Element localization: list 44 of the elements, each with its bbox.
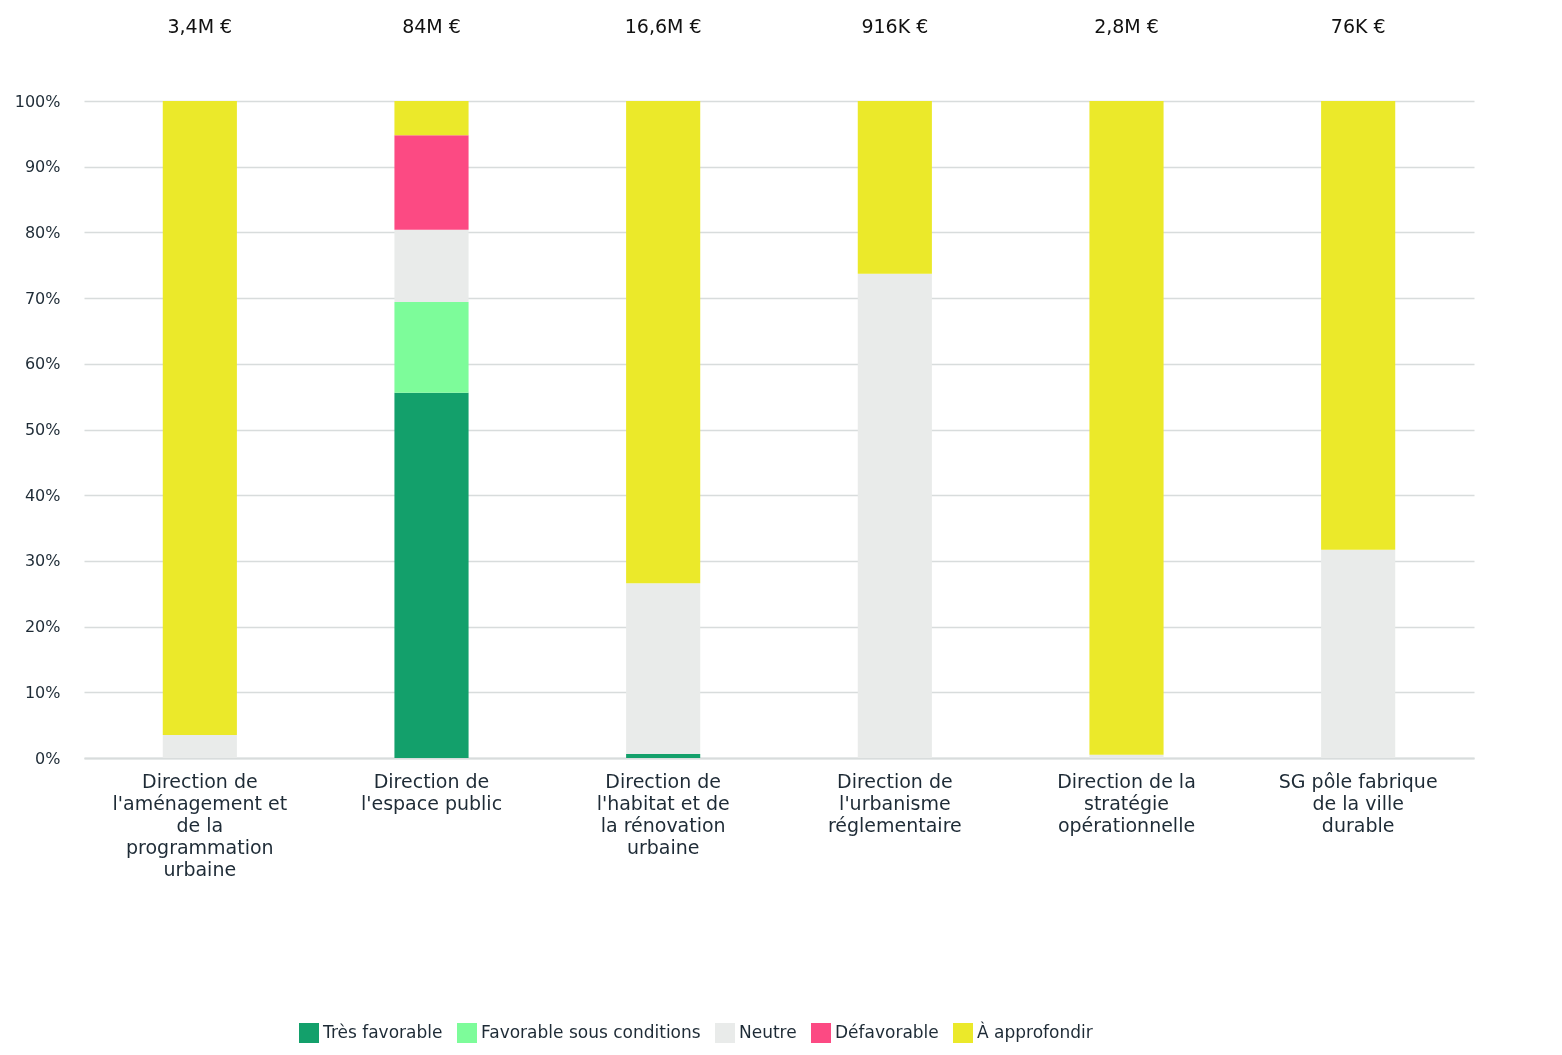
y-tick-label: 50%: [24, 420, 61, 439]
y-tick-label: 30%: [24, 551, 61, 571]
text: 916K €: [861, 15, 929, 37]
y-tick-label: 60%: [24, 354, 61, 374]
y-tick-label: 90%: [24, 157, 61, 177]
bar: [394, 229, 469, 303]
bar: [394, 135, 469, 230]
y-tick-label: 40%: [24, 485, 61, 505]
x-tick-label: SG pôle fabrique de la ville durable: [1278, 769, 1438, 836]
bar: [394, 392, 469, 758]
bar: [857, 101, 932, 274]
x-tick-label: Direction de la stratégie opérationnelle: [1057, 769, 1196, 836]
legend-label: Favorable sous conditions: [481, 1022, 701, 1042]
y-tick-label: 0%: [35, 748, 61, 768]
bar: [1321, 101, 1396, 550]
bar: [857, 273, 932, 758]
text: 2,8M €: [1094, 15, 1159, 37]
y-tick-label: 70%: [24, 288, 61, 308]
bar: [162, 735, 237, 758]
y-tick-label: 80%: [24, 222, 61, 242]
bar: [626, 583, 701, 755]
x-tick-label: Direction de l'urbanisme réglementaire: [827, 769, 962, 836]
bar: [1089, 754, 1164, 758]
x-tick-label: Direction de l'espace public: [360, 769, 503, 814]
legend-label: Défavorable: [835, 1022, 939, 1042]
y-tick-label: 100%: [14, 91, 61, 111]
bar: [626, 101, 701, 584]
legend-label: Très favorable: [322, 1022, 443, 1042]
text: 76K €: [1330, 15, 1386, 37]
bar: [626, 754, 701, 758]
bar: [1089, 101, 1164, 755]
text: 16,6M €: [624, 15, 702, 37]
legend-label: À approfondir: [977, 1021, 1093, 1042]
bar: [1321, 549, 1396, 758]
text: 84M €: [402, 15, 461, 37]
y-tick-label: 20%: [24, 617, 61, 637]
x-tick-label: Direction de l'aménagement et de la programmation urbaine: [112, 769, 288, 880]
bar: [394, 101, 469, 136]
legend-label: Neutre: [739, 1022, 797, 1042]
y-tick-label: 10%: [24, 682, 61, 702]
text: 3,4M €: [167, 15, 233, 37]
bar: [394, 302, 469, 393]
x-tick-label: Direction de l'habitat et de la rénovation urbaine: [596, 769, 730, 858]
bar: [162, 101, 237, 736]
